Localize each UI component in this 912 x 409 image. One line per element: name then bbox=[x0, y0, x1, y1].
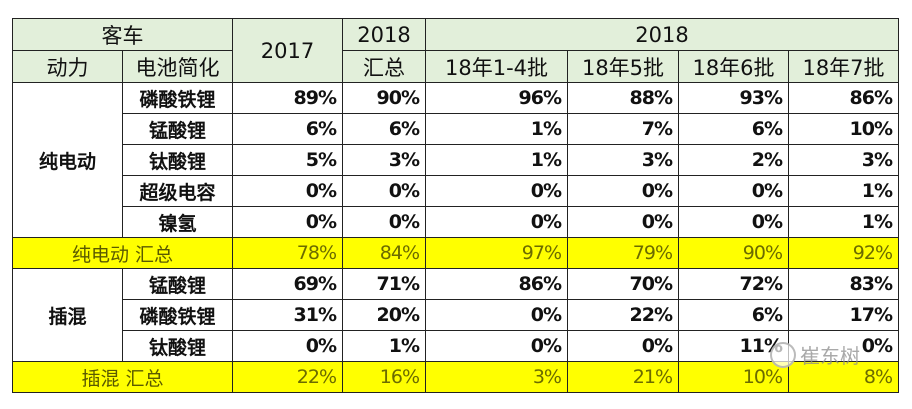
table-row: 锰酸锂 6% 6% 1% 7% 6% 10% bbox=[13, 113, 900, 145]
share-value: 10% bbox=[787, 113, 900, 145]
share-value: 0% bbox=[678, 175, 789, 207]
summary-value: 21% bbox=[567, 361, 679, 393]
share-value: 3% bbox=[342, 144, 426, 176]
share-value: 86% bbox=[425, 268, 568, 300]
share-value: 7% bbox=[567, 113, 679, 145]
watermark: 崔东树 bbox=[770, 340, 860, 369]
summary-value: 8% bbox=[787, 361, 900, 393]
summary-value: 97% bbox=[425, 237, 568, 269]
share-value: 0% bbox=[567, 206, 679, 238]
share-value: 1% bbox=[342, 330, 426, 362]
header-batch: 18年7批 bbox=[787, 50, 900, 83]
battery-type: 磷酸铁锂 bbox=[122, 299, 233, 331]
share-value: 1% bbox=[425, 144, 568, 176]
share-value: 93% bbox=[678, 82, 789, 114]
summary-label: 纯电动 汇总 bbox=[12, 237, 233, 269]
share-value: 17% bbox=[787, 299, 900, 331]
table-row: 超级电容 0% 0% 0% 0% 0% 1% bbox=[13, 175, 900, 207]
header-2018-total-year: 2018 bbox=[342, 18, 426, 51]
battery-type: 锰酸锂 bbox=[122, 113, 233, 145]
summary-value: 16% bbox=[342, 361, 426, 393]
summary-value: 84% bbox=[342, 237, 426, 269]
summary-value: 79% bbox=[567, 237, 679, 269]
watermark-logo-icon bbox=[770, 341, 796, 368]
share-value: 70% bbox=[567, 268, 679, 300]
battery-type: 镍氢 bbox=[122, 206, 233, 238]
share-value: 6% bbox=[232, 113, 343, 145]
share-value: 2% bbox=[678, 144, 789, 176]
summary-label: 插混 汇总 bbox=[12, 361, 233, 393]
share-value: 1% bbox=[787, 206, 900, 238]
share-value: 0% bbox=[425, 330, 568, 362]
table-row: 插混 锰酸锂 69% 71% 86% 70% 72% 83% bbox=[12, 268, 900, 362]
share-value: 0% bbox=[425, 175, 568, 207]
share-value: 0% bbox=[787, 330, 900, 362]
share-value: 3% bbox=[787, 144, 900, 176]
battery-share-table: 客车 2017 2018 2018 动力 电池简化 汇总 18年1-4批 18年… bbox=[12, 18, 900, 393]
header-batch: 18年6批 bbox=[678, 50, 789, 83]
header-2017: 2017 bbox=[232, 18, 343, 83]
summary-row: 插混 汇总 22% 16% 3% 21% 10% 8% bbox=[12, 361, 900, 393]
share-value: 88% bbox=[567, 82, 679, 114]
table-row: 钛酸锂 5% 3% 1% 3% 2% 3% bbox=[13, 144, 900, 176]
share-value: 20% bbox=[342, 299, 426, 331]
share-value: 5% bbox=[232, 144, 343, 176]
share-value: 1% bbox=[787, 175, 900, 207]
table-row: 钛酸锂 0% 1% 0% 0% 11% 0% bbox=[13, 330, 900, 362]
share-value: 96% bbox=[425, 82, 568, 114]
share-value: 6% bbox=[678, 113, 789, 145]
share-value: 0% bbox=[232, 206, 343, 238]
summary-value: 78% bbox=[232, 237, 343, 269]
share-value: 0% bbox=[678, 206, 789, 238]
share-value: 69% bbox=[232, 268, 343, 300]
share-value: 0% bbox=[567, 175, 679, 207]
share-value: 22% bbox=[567, 299, 679, 331]
share-value: 1% bbox=[425, 113, 568, 145]
share-value: 0% bbox=[425, 206, 568, 238]
header-category: 客车 bbox=[12, 18, 233, 51]
share-value: 72% bbox=[678, 268, 789, 300]
summary-row: 纯电动 汇总 78% 84% 97% 79% 90% 92% bbox=[12, 237, 900, 269]
summary-value: 92% bbox=[787, 237, 900, 269]
battery-type: 锰酸锂 bbox=[122, 268, 233, 300]
share-value: 6% bbox=[678, 299, 789, 331]
share-value: 90% bbox=[342, 82, 426, 114]
share-value: 0% bbox=[232, 175, 343, 207]
group-label: 纯电动 bbox=[12, 82, 123, 238]
header-2018-total-label: 汇总 bbox=[342, 50, 426, 83]
battery-type: 磷酸铁锂 bbox=[122, 82, 233, 114]
battery-type: 钛酸锂 bbox=[122, 144, 233, 176]
summary-value: 10% bbox=[678, 361, 789, 393]
battery-type: 超级电容 bbox=[122, 175, 233, 207]
battery-type: 钛酸锂 bbox=[122, 330, 233, 362]
share-value: 0% bbox=[342, 175, 426, 207]
share-value: 31% bbox=[232, 299, 343, 331]
share-value: 89% bbox=[232, 82, 343, 114]
share-value: 83% bbox=[787, 268, 900, 300]
share-value: 6% bbox=[342, 113, 426, 145]
summary-value: 3% bbox=[425, 361, 568, 393]
table-row: 磷酸铁锂 31% 20% 0% 22% 6% 17% bbox=[13, 299, 900, 331]
share-value: 3% bbox=[567, 144, 679, 176]
table-row: 纯电动 磷酸铁锂 89% 90% 96% 88% 93% 86% bbox=[12, 82, 900, 238]
share-value: 0% bbox=[567, 330, 679, 362]
share-value: 0% bbox=[232, 330, 343, 362]
share-value: 0% bbox=[425, 299, 568, 331]
summary-value: 22% bbox=[232, 361, 343, 393]
share-value: 86% bbox=[787, 82, 900, 114]
watermark-text: 崔东树 bbox=[800, 344, 860, 368]
header-battery: 电池简化 bbox=[122, 50, 233, 83]
group-label: 插混 bbox=[12, 268, 123, 362]
share-value: 71% bbox=[342, 268, 426, 300]
header-2018-group: 2018 bbox=[424, 18, 900, 51]
header-power: 动力 bbox=[12, 50, 123, 83]
header-batch: 18年1-4批 bbox=[425, 50, 568, 83]
header-batch: 18年5批 bbox=[567, 50, 679, 83]
table-row: 镍氢 0% 0% 0% 0% 0% 1% bbox=[13, 206, 900, 238]
summary-value: 90% bbox=[678, 237, 789, 269]
share-value: 0% bbox=[342, 206, 426, 238]
